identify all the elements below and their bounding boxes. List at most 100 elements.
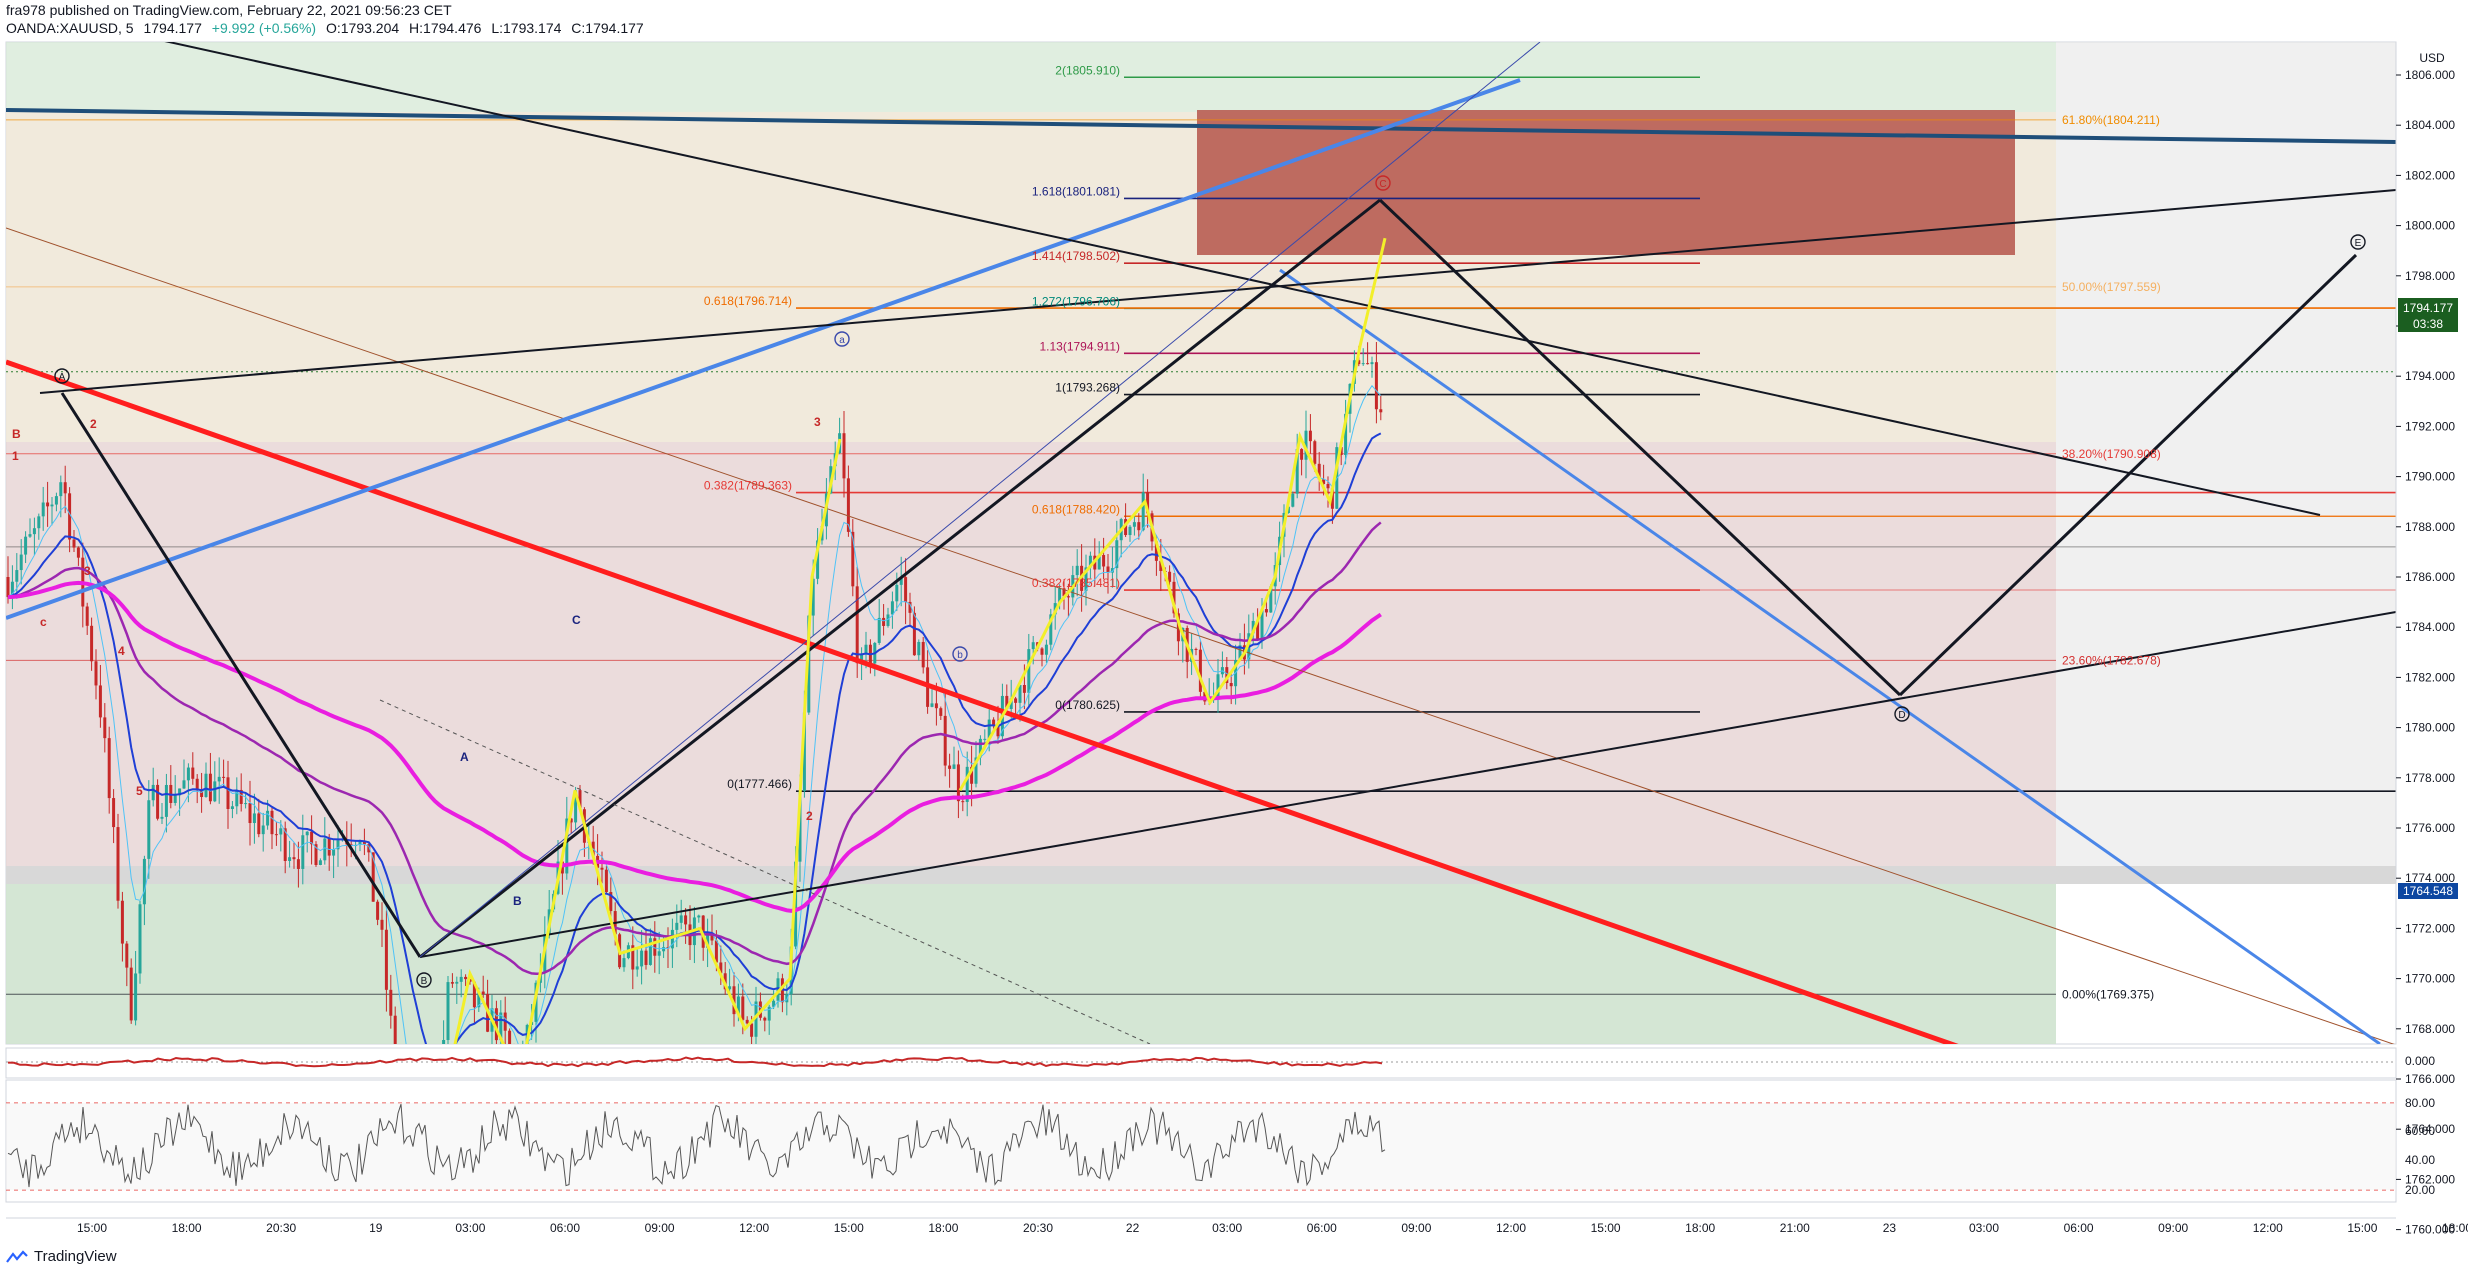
candle-body (1115, 540, 1119, 569)
candle-body (1172, 581, 1176, 614)
candle-body (186, 767, 190, 781)
candle-body (459, 976, 463, 982)
candle-body (318, 860, 322, 866)
zone-light-green-top (6, 42, 2056, 112)
left-fib-label: 0.382(1789.363) (704, 479, 792, 493)
wave-label: b (957, 650, 963, 661)
candle-body (714, 940, 718, 963)
candle-body (1022, 685, 1026, 693)
candle-body (1141, 492, 1145, 531)
candle-body (890, 601, 894, 615)
candle-body (1110, 568, 1114, 573)
candle-body (560, 861, 564, 874)
candle-body (657, 951, 661, 956)
candle-body (807, 615, 811, 713)
candle-body (261, 825, 265, 835)
candle-body (802, 712, 806, 792)
candle-body (362, 841, 366, 845)
wave-circle (54, 368, 70, 384)
candle-body (248, 803, 252, 824)
candle-body (895, 584, 899, 602)
time-tick-label: 19 (369, 1221, 383, 1235)
candle-body (376, 901, 380, 920)
wave-label: B (421, 976, 428, 987)
candle-body (983, 738, 987, 740)
candle-body (195, 778, 199, 791)
thin-blue-line (419, 42, 1541, 958)
candle-body (1291, 493, 1295, 507)
candle-body (107, 738, 111, 799)
rsi-zone (6, 1103, 2396, 1190)
candle-body (1075, 565, 1079, 576)
price-tick-label: 1778.000 (2405, 771, 2455, 785)
candle-body (811, 578, 815, 616)
candle-body (965, 766, 969, 802)
candle-body (182, 780, 186, 789)
left-fib-label: 0(1777.466) (727, 777, 792, 791)
candle-body (1014, 698, 1018, 703)
price-tick-label: 1770.000 (2405, 972, 2455, 986)
candle-body (15, 570, 19, 582)
candle-body (442, 1040, 446, 1044)
red-trendline (6, 359, 1959, 1044)
black-falling-trendline (164, 42, 2321, 516)
candle-body (943, 715, 947, 766)
candle-body (327, 838, 331, 856)
candle-body (10, 581, 14, 598)
ext-fib-label: 1.13(1794.911) (1039, 339, 1120, 353)
candle-body (1088, 555, 1092, 568)
candle-body (1084, 567, 1088, 591)
price-tick-label: 1764.000 (2405, 1122, 2455, 1136)
candle-body (970, 766, 974, 784)
ohlc-low: L:1793.174 (491, 20, 562, 36)
ext-fib-label: 0.618(1788.420) (1032, 502, 1120, 516)
time-tick-label: 18:00 (172, 1221, 202, 1235)
candle-body (763, 1017, 767, 1021)
candle-body (934, 703, 938, 709)
candle-body (569, 818, 573, 823)
wave-label: 4 (118, 644, 125, 658)
candle-body (1313, 441, 1317, 464)
ext-fib-label: 1.618(1801.081) (1032, 184, 1120, 198)
candle-body (239, 789, 243, 804)
candle-body (85, 606, 89, 626)
candle-body (1102, 555, 1106, 567)
candle-body (1295, 449, 1299, 494)
candle-body (292, 857, 296, 860)
candle-body (446, 982, 450, 1041)
candle-body (393, 1015, 397, 1044)
candle-body (1216, 674, 1220, 697)
fib-label: 23.60%(1782.678) (2062, 653, 2161, 667)
candle-body (296, 859, 300, 869)
candle-body (222, 776, 226, 778)
candle-body (772, 1000, 776, 1007)
macd-pane[interactable] (5, 1047, 2397, 1079)
candle-body (1044, 644, 1048, 655)
price-tick-label: 1762.000 (2405, 1172, 2455, 1186)
candle-body (1361, 363, 1365, 365)
candle-body (842, 433, 846, 479)
candle-body (1374, 362, 1378, 410)
price-tick-label: 1792.000 (2405, 419, 2455, 433)
candle-body (217, 776, 221, 782)
candle-body (226, 777, 230, 809)
price-tick-label: 1800.000 (2405, 219, 2455, 233)
wave-label: E (2355, 238, 2362, 249)
wave-line (1378, 198, 1902, 697)
price-tick-label: 1774.000 (2405, 871, 2455, 885)
ext-fib-label: 0.382(1785.481) (1032, 576, 1120, 590)
candle-body (956, 764, 960, 802)
candle-body (1031, 642, 1035, 650)
price-tick-label: 1768.000 (2405, 1022, 2455, 1036)
candle-body (1137, 522, 1141, 531)
candle-body (1146, 492, 1150, 514)
candle-body (978, 738, 982, 758)
fib-label: 38.20%(1790.908) (2062, 447, 2161, 461)
time-tick-label: 03:00 (1212, 1221, 1242, 1235)
ext-fib-label: 1.414(1798.502) (1032, 249, 1120, 263)
candle-body (301, 835, 305, 869)
candle-body (851, 531, 855, 587)
candle-body (323, 838, 327, 861)
candle-body (94, 661, 98, 686)
